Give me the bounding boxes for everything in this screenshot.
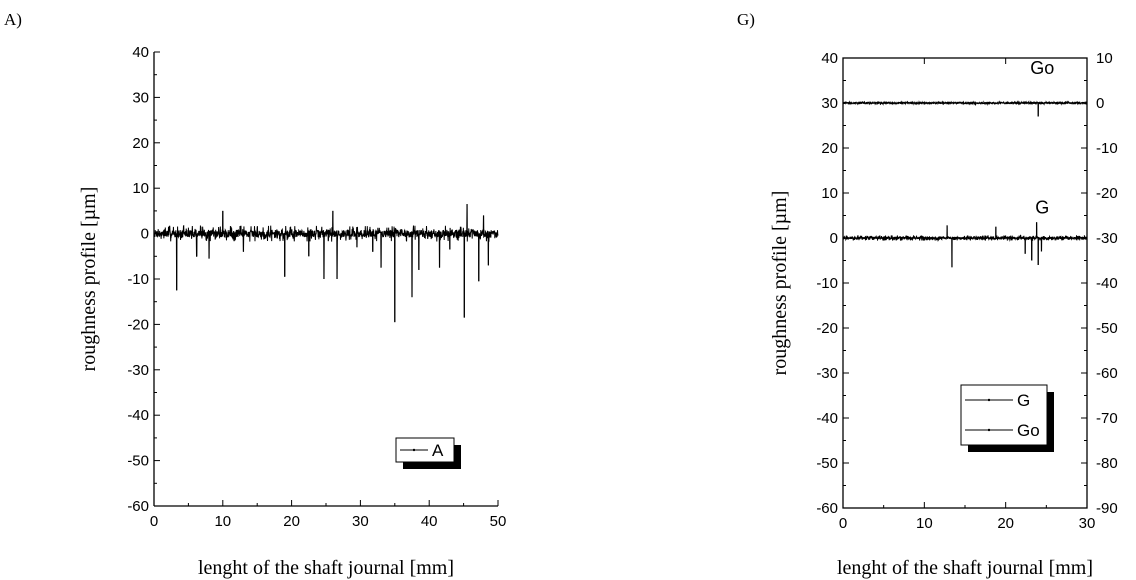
y-tick-label: -60 [127, 498, 149, 515]
legend-marker [987, 398, 991, 402]
x-tick-label: 0 [150, 513, 158, 530]
y-tick-label: 10 [132, 180, 149, 197]
series-line-go [842, 100, 1088, 117]
y-tick-label: -20 [816, 320, 838, 337]
y2-tick-label: -70 [1096, 410, 1118, 427]
series-line-a [153, 204, 499, 323]
y2-tick-label: -90 [1096, 500, 1118, 517]
y-tick-label: -40 [816, 410, 838, 427]
y-axis-title: roughness profile [µm] [78, 187, 100, 372]
x-tick-label: 50 [490, 513, 507, 530]
y-tick-label: 40 [821, 50, 838, 67]
y2-tick-label: -40 [1096, 275, 1118, 292]
legend-label: Go [1017, 421, 1040, 440]
x-tick-label: 30 [352, 513, 369, 530]
legend-marker [412, 448, 416, 452]
x-axis-title: lenght of the shaft journal [mm] [198, 557, 454, 579]
x-tick-label: 10 [214, 513, 231, 530]
y2-tick-label: 10 [1096, 50, 1113, 67]
x-tick-label: 20 [997, 515, 1014, 532]
x-tick-label: 30 [1079, 515, 1096, 532]
y-tick-label: -10 [816, 275, 838, 292]
y-tick-label: -30 [816, 365, 838, 382]
y-tick-label: 30 [821, 95, 838, 112]
x-tick-label: 20 [283, 513, 300, 530]
y2-tick-label: -50 [1096, 320, 1118, 337]
y-tick-label: -30 [127, 362, 149, 379]
legend-box [960, 384, 1048, 446]
x-tick-label: 40 [421, 513, 438, 530]
y2-tick-label: -30 [1096, 230, 1118, 247]
y2-tick-label: -80 [1096, 455, 1118, 472]
y-tick-label: -40 [127, 407, 149, 424]
series-annotation: Go [1030, 58, 1054, 78]
y-axis-title: roughness profile [µm] [769, 191, 791, 376]
x-tick-label: 0 [839, 515, 847, 532]
y2-tick-label: -20 [1096, 185, 1118, 202]
legend-label: G [1017, 391, 1030, 410]
panel-label-a: A) [4, 10, 22, 29]
chart-panel-1: 0 10 20 30 -60 -50 -40 -30 -20 -10 0 10 20 30 40 -90 -80… [769, 50, 1118, 579]
y-tick-label: 40 [132, 44, 149, 61]
y-tick-label: 10 [821, 185, 838, 202]
series-line-g [842, 222, 1088, 268]
y-tick-label: -50 [127, 453, 149, 470]
legend-label: A [432, 441, 444, 460]
x-tick-label: 10 [916, 515, 933, 532]
y-tick-label: -60 [816, 500, 838, 517]
chart-panel-0: 0 10 20 30 40 50 -60 -50 -40 -30 -20 -10 0 10 20 30 40 le… [78, 44, 506, 579]
y2-tick-label: 0 [1096, 95, 1104, 112]
panel-label-g: G) [737, 10, 755, 29]
y-tick-label: 20 [132, 135, 149, 152]
y-tick-label: -20 [127, 316, 149, 333]
y-tick-label: -10 [127, 271, 149, 288]
y2-tick-label: -10 [1096, 140, 1118, 157]
series-annotation: G [1035, 197, 1049, 217]
y-tick-label: 20 [821, 140, 838, 157]
y-tick-label: 30 [132, 89, 149, 106]
x-axis-title: lenght of the shaft journal [mm] [837, 557, 1093, 579]
y-tick-label: 0 [830, 230, 838, 247]
legend-marker [987, 428, 991, 432]
y-tick-label: 0 [141, 226, 149, 243]
y-tick-label: -50 [816, 455, 838, 472]
y2-tick-label: -60 [1096, 365, 1118, 382]
